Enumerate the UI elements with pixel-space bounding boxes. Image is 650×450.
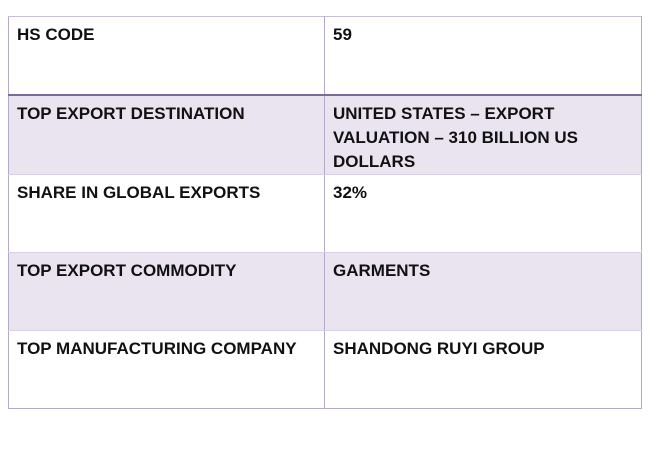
row-label: TOP MANUFACTURING COMPANY — [8, 329, 325, 409]
table-row-hs-code: HS CODE 59 — [8, 16, 642, 95]
row-label: TOP EXPORT DESTINATION — [8, 93, 325, 175]
row-label: HS CODE — [8, 16, 325, 95]
row-value: 32% — [324, 173, 642, 253]
table-row-top-export-destination: TOP EXPORT DESTINATION UNITED STATES – E… — [8, 93, 642, 175]
table-row-top-manufacturing-company: TOP MANUFACTURING COMPANY SHANDONG RUYI … — [8, 329, 642, 409]
row-value: UNITED STATES – EXPORT VALUATION – 310 B… — [324, 93, 642, 175]
info-table: HS CODE 59 TOP EXPORT DESTINATION UNITED… — [8, 16, 642, 409]
table-row-top-export-commodity: TOP EXPORT COMMODITY GARMENTS — [8, 251, 642, 331]
table-row-share-in-global-exports: SHARE IN GLOBAL EXPORTS 32% — [8, 173, 642, 253]
row-label: SHARE IN GLOBAL EXPORTS — [8, 173, 325, 253]
row-value: GARMENTS — [324, 251, 642, 331]
row-value: SHANDONG RUYI GROUP — [324, 329, 642, 409]
row-label: TOP EXPORT COMMODITY — [8, 251, 325, 331]
row-value: 59 — [324, 16, 642, 95]
